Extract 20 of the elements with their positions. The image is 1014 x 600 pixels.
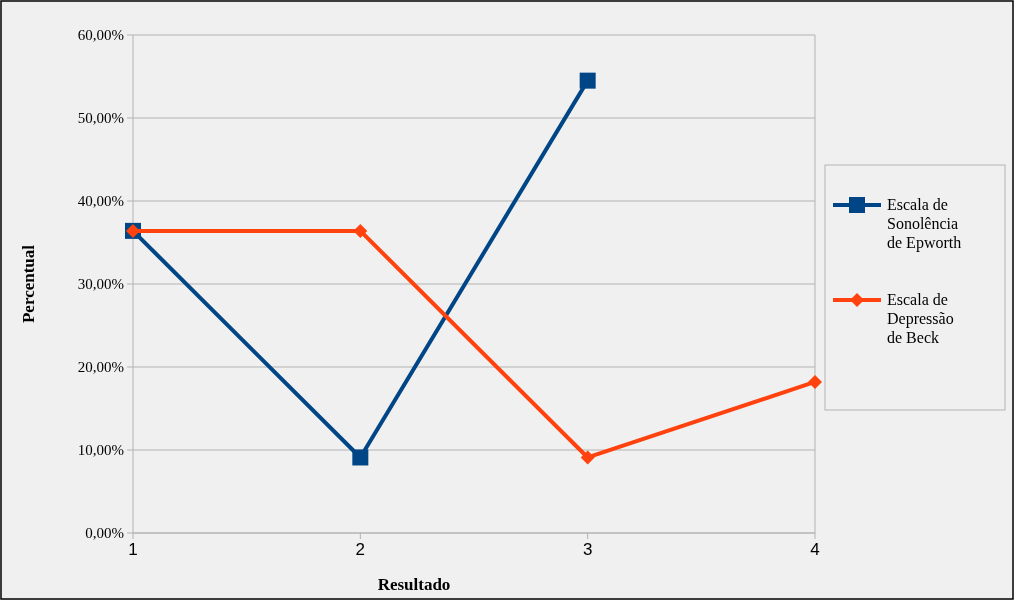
y-tick-label: 50,00% [77,110,124,127]
y-tick-label: 30,00% [77,276,124,293]
x-tick-label: 1 [128,540,138,559]
point [352,449,369,466]
y-tick-label: 40,00% [77,193,124,210]
legend-label: Escala de Sonolência de Epworth [887,196,962,252]
y-axis-title: Percentual [19,244,38,324]
y-tick-label: 0,00% [85,525,124,542]
x-axis-title: Resultado [377,575,451,594]
point [353,223,368,238]
y-tick-label: 60,00% [77,27,124,44]
y-tick-label: 10,00% [77,442,124,459]
y-tick-label: 20,00% [77,359,124,376]
x-tick-label: 4 [810,540,820,559]
x-tick-label: 2 [355,540,366,559]
point [808,374,822,389]
legend-label: Escala de Depressão de Beck [887,291,954,346]
x-tick-label: 3 [582,540,593,559]
point [580,450,595,465]
point [579,72,596,89]
